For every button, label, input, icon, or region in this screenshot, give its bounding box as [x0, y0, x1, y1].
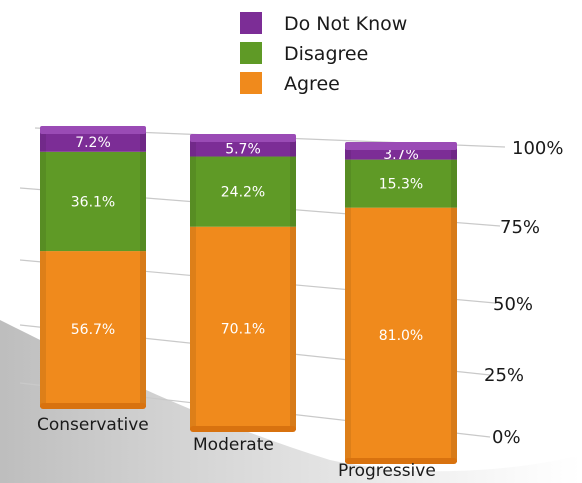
bar-edge-shade — [345, 148, 351, 160]
bar-progressive: 81.0% 15.3% 3.7% — [345, 142, 457, 464]
bar-edge-shade — [451, 159, 457, 208]
bar-segment-do-not-know — [40, 132, 146, 152]
category-label-conservative: Conservative — [37, 415, 149, 435]
bar-moderate: 70.1% 24.2% 5.7% — [190, 134, 296, 432]
bar-edge-shade — [140, 251, 146, 407]
bar-edge-shade — [40, 132, 46, 152]
data-label: 70.1% — [221, 321, 265, 337]
bar-conservative: 56.7% 36.1% 7.2% — [40, 126, 146, 409]
y-tick-label: 50% — [493, 294, 533, 315]
bar-edge-shade — [345, 159, 351, 208]
floor-shadow — [0, 320, 582, 483]
y-tick-label: 25% — [484, 365, 524, 386]
legend-label-do-not-know: Do Not Know — [284, 13, 407, 35]
bar-top-cap — [345, 142, 457, 150]
bar-top-cap — [190, 134, 296, 142]
category-label-moderate: Moderate — [193, 435, 274, 455]
bar-edge-shade — [140, 151, 146, 252]
bar-edge-shade — [290, 140, 296, 157]
legend-label-agree: Agree — [284, 73, 340, 95]
y-tick-label: 0% — [492, 427, 521, 448]
legend: Do Not Know Disagree Agree — [240, 12, 407, 95]
bar-edge-shade — [451, 148, 457, 160]
bar-edge-shade — [290, 226, 296, 430]
category-label-progressive: Progressive — [338, 461, 436, 481]
data-label: 3.7% — [383, 147, 419, 163]
data-label: 5.7% — [225, 141, 261, 157]
bar-edge-shade — [345, 207, 351, 462]
category-labels: Conservative Moderate Progressive — [37, 415, 436, 481]
legend-swatch-agree — [240, 72, 262, 94]
bar-edge-shade — [451, 207, 457, 462]
bar-base — [40, 403, 146, 409]
data-label: 36.1% — [71, 194, 115, 210]
y-tick-label: 100% — [512, 138, 563, 159]
bar-top-cap — [40, 126, 146, 134]
bar-segment-agree — [40, 251, 146, 407]
bars: 56.7% 36.1% 7.2% 70.1% 24.2% 5.7% 81.0% 15.3% 3.… — [40, 126, 457, 464]
bar-segment-agree — [345, 207, 457, 462]
bar-edge-shade — [190, 156, 196, 227]
y-tick-label: 75% — [500, 217, 540, 238]
data-label: 56.7% — [71, 322, 115, 338]
legend-label-disagree: Disagree — [284, 43, 368, 65]
bar-base — [190, 426, 296, 432]
data-label: 24.2% — [221, 185, 265, 201]
data-label: 81.0% — [379, 328, 423, 344]
bar-edge-shade — [190, 140, 196, 157]
bar-segment-disagree — [190, 156, 296, 227]
bar-edge-shade — [40, 151, 46, 252]
legend-swatch-disagree — [240, 42, 262, 64]
bar-edge-shade — [190, 226, 196, 430]
y-axis-ticks: 0% 25% 50% 75% 100% — [484, 138, 563, 448]
bar-edge-shade — [40, 251, 46, 407]
bar-segment-disagree — [345, 159, 457, 208]
legend-swatch-do-not-know — [240, 12, 262, 34]
bar-edge-shade — [290, 156, 296, 227]
data-label: 15.3% — [379, 177, 423, 193]
bar-segment-do-not-know — [190, 140, 296, 157]
bar-segment-disagree — [40, 151, 146, 252]
data-label: 7.2% — [75, 135, 111, 151]
bar-segment-agree — [190, 226, 296, 430]
bar-edge-shade — [140, 132, 146, 152]
bar-segment-do-not-know — [345, 148, 457, 160]
bar-base — [345, 458, 457, 464]
shadow-shape — [0, 320, 582, 483]
